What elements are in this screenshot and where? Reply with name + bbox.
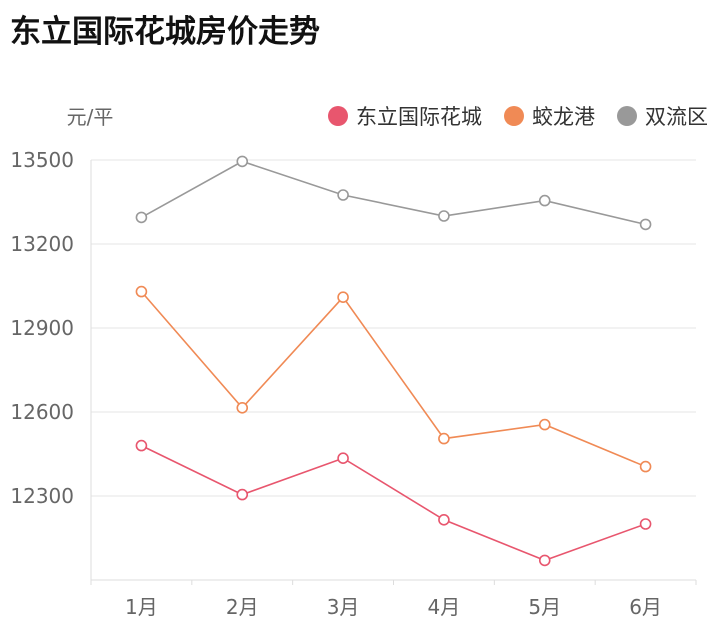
y-tick-label: 12900: [10, 316, 74, 340]
legend-item[interactable]: 蛟龙港: [504, 105, 595, 129]
series-group: [135, 155, 652, 567]
x-tick-label: 5月: [528, 595, 561, 619]
data-point[interactable]: [639, 460, 652, 473]
chart-title: 东立国际花城房价走势: [10, 14, 320, 50]
y-tick-label: 12600: [10, 400, 74, 424]
data-point[interactable]: [236, 488, 249, 501]
axes: 12300 12600 12900 13200 13500 1月 2月 3月 4月 5月 6月: [10, 148, 697, 619]
data-point[interactable]: [337, 291, 349, 304]
legend-label: 蛟龙港: [532, 105, 595, 129]
x-tick-label: 2月: [226, 595, 259, 619]
data-point[interactable]: [135, 439, 148, 452]
data-point[interactable]: [337, 189, 349, 201]
data-point[interactable]: [639, 218, 652, 231]
y-tick-label: 13500: [10, 148, 74, 172]
data-point[interactable]: [135, 285, 148, 298]
data-point[interactable]: [538, 194, 551, 207]
data-point[interactable]: [236, 155, 249, 168]
grid-lines: [91, 159, 696, 497]
series-3: [135, 155, 652, 231]
data-point[interactable]: [135, 211, 148, 224]
x-tick-label: 6月: [629, 595, 662, 619]
legend-label: 双流区: [645, 105, 708, 129]
series-1: [135, 439, 652, 567]
series-line: [140, 291, 646, 468]
data-point[interactable]: [639, 518, 652, 530]
data-point[interactable]: [438, 210, 450, 222]
legend-item[interactable]: 双流区: [617, 105, 708, 129]
legend-marker: [328, 106, 348, 126]
data-point[interactable]: [538, 554, 551, 567]
data-point[interactable]: [337, 452, 349, 465]
legend-item[interactable]: 东立国际花城: [328, 105, 482, 129]
legend[interactable]: 双流区 蛟龙港 东立国际花城: [328, 105, 708, 129]
x-tick-label: 4月: [428, 595, 461, 619]
data-point[interactable]: [438, 513, 450, 526]
y-tick-label: 12300: [10, 484, 74, 508]
legend-label: 东立国际花城: [356, 105, 482, 129]
x-tick-label: 3月: [327, 595, 360, 619]
series-line: [141, 444, 646, 562]
data-point[interactable]: [538, 418, 551, 431]
legend-marker: [504, 106, 524, 126]
series-2: [135, 285, 652, 473]
x-tick-label: 1月: [125, 595, 158, 619]
y-axis-label: 元/平: [67, 105, 114, 129]
y-tick-label: 13200: [10, 232, 74, 256]
data-point[interactable]: [438, 432, 450, 445]
series-line: [141, 160, 646, 226]
data-point[interactable]: [236, 401, 249, 414]
legend-marker: [617, 106, 637, 126]
